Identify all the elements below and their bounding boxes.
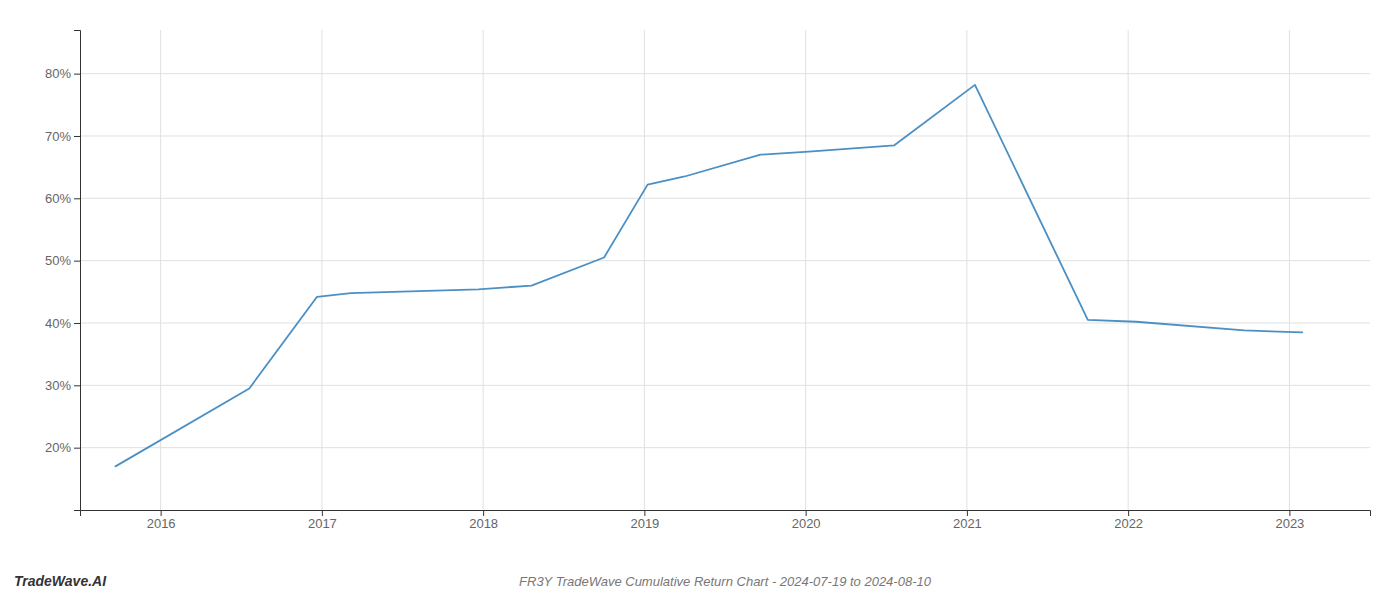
- x-tick-mark: [1289, 510, 1290, 516]
- y-tick-mark: [74, 198, 80, 199]
- y-tick-label: 40%: [45, 316, 71, 331]
- x-tick: 2019: [630, 510, 659, 531]
- y-tick-label: 80%: [45, 66, 71, 81]
- x-tick-mark: [483, 510, 484, 516]
- x-grid-line: [966, 30, 967, 510]
- y-grid-line: [80, 322, 1370, 323]
- x-grid-line: [1128, 30, 1129, 510]
- y-tick: 80%: [45, 66, 80, 81]
- y-tick-mark: [74, 74, 80, 75]
- line: [115, 85, 1302, 467]
- x-grid-line: [805, 30, 806, 510]
- x-grid-line: [160, 30, 161, 510]
- x-tick-label: 2023: [1275, 516, 1304, 531]
- x-tick-label: 2022: [1114, 516, 1143, 531]
- x-tick: 2018: [469, 510, 498, 531]
- x-grid-line: [644, 30, 645, 510]
- x-grid-line: [1289, 30, 1290, 510]
- title: FR3Y TradeWave Cumulative Return Chart -…: [519, 574, 932, 589]
- y-tick-label: 50%: [45, 253, 71, 268]
- y-axis: 20% 30% 40% 50% 60% 70% 80%: [45, 31, 81, 511]
- y-tick: 70%: [45, 129, 80, 144]
- y-tick-mark: [74, 136, 80, 137]
- x-tick-mark: [806, 510, 807, 516]
- y-axis-line: [74, 31, 81, 511]
- y-grid-line: [80, 135, 1370, 136]
- x-tick-label: 2017: [308, 516, 337, 531]
- x-grid-line: [483, 30, 484, 510]
- grid: [80, 30, 1370, 510]
- x-tick: 2022: [1114, 510, 1143, 531]
- x-tick-label: 2019: [630, 516, 659, 531]
- y-tick-mark: [74, 323, 80, 324]
- x-tick-mark: [322, 510, 323, 516]
- marks: [115, 85, 1302, 467]
- x-tick-mark: [967, 510, 968, 516]
- x-tick: 2020: [792, 510, 821, 531]
- x-axis-line: [81, 511, 1371, 517]
- x-tick-label: 2020: [792, 516, 821, 531]
- y-tick-label: 60%: [45, 191, 71, 206]
- x-tick: 2021: [953, 510, 982, 531]
- x-tick-label: 2021: [953, 516, 982, 531]
- x-tick-label: 2016: [147, 516, 176, 531]
- y-tick: 20%: [45, 440, 80, 455]
- y-tick-label: 70%: [45, 129, 71, 144]
- x-tick: 2017: [308, 510, 337, 531]
- y-grid-line: [80, 260, 1370, 261]
- y-tick: 60%: [45, 191, 80, 206]
- y-tick-label: 30%: [45, 378, 71, 393]
- y-tick-label: 20%: [45, 440, 71, 455]
- x-tick-label: 2018: [469, 516, 498, 531]
- x-tick-mark: [1128, 510, 1129, 516]
- y-grid-line: [80, 447, 1370, 448]
- x-grid-line: [321, 30, 322, 510]
- y-tick: 50%: [45, 253, 80, 268]
- y-tick: 30%: [45, 378, 80, 393]
- y-grid-line: [80, 73, 1370, 74]
- x-tick-mark: [644, 510, 645, 516]
- x-axis: 2016 2017 2018 2019 2020 2021 2022 2023: [81, 510, 1371, 531]
- x-tick: 2016: [147, 510, 176, 531]
- x-tick: 2023: [1275, 510, 1304, 531]
- plot-area: 2016 2017 2018 2019 2020 2021 2022 2023 20% 30% 40…: [45, 30, 1371, 531]
- watermark: TradeWave.AI: [14, 573, 107, 589]
- x-tick-mark: [161, 510, 162, 516]
- y-tick-mark: [74, 385, 80, 386]
- chart: 2016 2017 2018 2019 2020 2021 2022 2023 20% 30% 40…: [0, 0, 1400, 600]
- y-grid-line: [80, 198, 1370, 199]
- y-tick-mark: [74, 448, 80, 449]
- y-tick: 40%: [45, 316, 80, 331]
- y-grid-line: [80, 385, 1370, 386]
- y-tick-mark: [74, 261, 80, 262]
